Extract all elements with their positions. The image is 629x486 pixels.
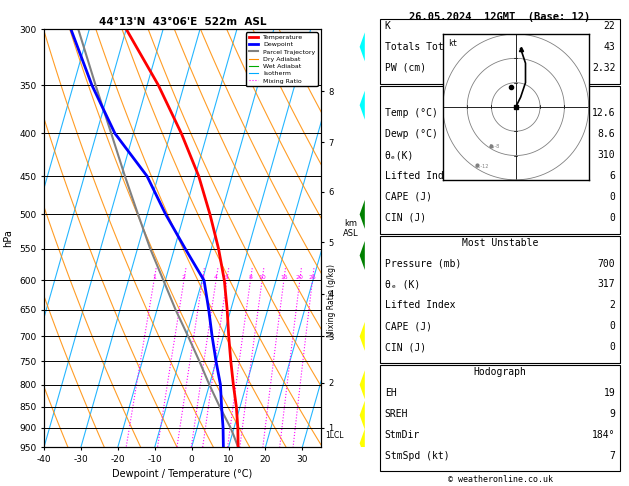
Text: 700: 700 [598,259,615,269]
Text: 2: 2 [182,276,186,280]
Text: Lifted Index: Lifted Index [385,171,455,181]
Text: 22: 22 [604,21,615,31]
Legend: Temperature, Dewpoint, Parcel Trajectory, Dry Adiabat, Wet Adiabat, Isotherm, Mi: Temperature, Dewpoint, Parcel Trajectory… [246,32,318,86]
Text: 26.05.2024  12GMT  (Base: 12): 26.05.2024 12GMT (Base: 12) [409,12,591,22]
Text: θₑ(K): θₑ(K) [385,150,414,160]
Polygon shape [360,33,365,61]
Text: K: K [385,21,391,31]
Text: CAPE (J): CAPE (J) [385,192,431,202]
Text: 12.6: 12.6 [592,108,615,119]
Text: Hodograph: Hodograph [474,367,526,377]
Title: 44°13'N  43°06'E  522m  ASL: 44°13'N 43°06'E 522m ASL [99,17,266,27]
Text: Totals Totals: Totals Totals [385,42,461,52]
Text: 8.6: 8.6 [598,129,615,139]
Text: 0: 0 [610,192,615,202]
Text: CIN (J): CIN (J) [385,213,426,223]
Text: 10: 10 [259,276,266,280]
Text: -8,-12: -8,-12 [474,164,489,169]
Y-axis label: km
ASL: km ASL [343,219,359,238]
X-axis label: Dewpoint / Temperature (°C): Dewpoint / Temperature (°C) [113,469,252,479]
Text: SREH: SREH [385,409,408,419]
Text: 6: 6 [610,171,615,181]
Text: Dewp (°C): Dewp (°C) [385,129,438,139]
Text: 184°: 184° [592,430,615,440]
Text: 19: 19 [604,388,615,398]
Text: PW (cm): PW (cm) [385,63,426,73]
Bar [380,365,620,471]
Text: 43: 43 [604,42,615,52]
Polygon shape [360,200,365,229]
Text: Most Unstable: Most Unstable [462,238,538,248]
Text: θₑ (K): θₑ (K) [385,279,420,290]
Text: StmSpd (kt): StmSpd (kt) [385,451,449,461]
Text: 1: 1 [152,276,156,280]
Text: 2.32: 2.32 [592,63,615,73]
Text: Pressure (mb): Pressure (mb) [385,259,461,269]
Bar [380,19,620,84]
Text: 4: 4 [214,276,218,280]
Text: © weatheronline.co.uk: © weatheronline.co.uk [448,474,552,484]
Polygon shape [360,401,365,430]
Text: 0: 0 [610,342,615,352]
Text: StmDir: StmDir [385,430,420,440]
Text: 25: 25 [308,276,316,280]
Y-axis label: hPa: hPa [4,229,14,247]
Text: kt: kt [448,39,457,48]
Polygon shape [360,322,365,351]
Bar [380,86,620,234]
Text: EH: EH [385,388,396,398]
Polygon shape [360,241,365,270]
Text: 0: 0 [610,321,615,331]
Text: -5,-8: -5,-8 [489,144,500,149]
Text: 15: 15 [280,276,287,280]
Polygon shape [360,91,365,120]
Bar [380,236,620,363]
Text: 0: 0 [610,213,615,223]
Text: 310: 310 [598,150,615,160]
Text: Lifted Index: Lifted Index [385,300,455,311]
Text: 2: 2 [610,300,615,311]
Polygon shape [360,370,365,399]
Text: 20: 20 [296,276,304,280]
Text: 9: 9 [610,409,615,419]
Text: Surface: Surface [479,87,521,98]
Text: Mixing Ratio (g/kg): Mixing Ratio (g/kg) [327,264,336,337]
Text: 7: 7 [610,451,615,461]
Text: 3: 3 [201,276,204,280]
Text: 5: 5 [225,276,229,280]
Text: Temp (°C): Temp (°C) [385,108,438,119]
Text: 1LCL: 1LCL [325,431,343,440]
Text: CAPE (J): CAPE (J) [385,321,431,331]
Text: 317: 317 [598,279,615,290]
Text: 8: 8 [248,276,252,280]
Polygon shape [360,429,365,458]
Text: CIN (J): CIN (J) [385,342,426,352]
